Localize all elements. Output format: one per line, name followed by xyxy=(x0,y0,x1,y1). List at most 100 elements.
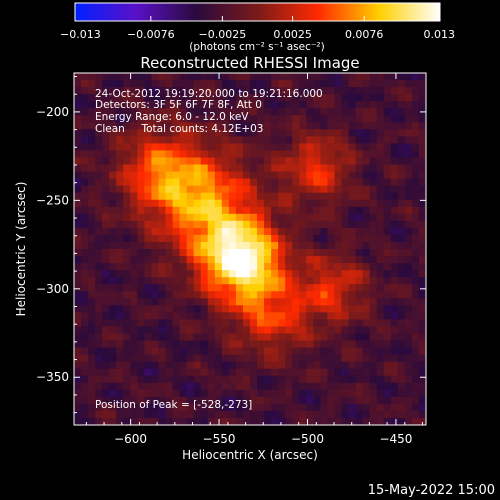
heatmap-cell xyxy=(383,136,392,144)
heatmap-cell xyxy=(383,94,392,102)
heatmap-cell xyxy=(390,319,399,328)
heatmap-cell xyxy=(271,122,279,130)
heatmap-cell xyxy=(411,199,420,208)
heatmap-cell xyxy=(376,263,385,271)
heatmap-cell xyxy=(214,347,223,356)
heatmap-cell xyxy=(214,199,223,208)
heatmap-cell xyxy=(418,256,426,264)
heatmap-cell xyxy=(292,213,300,222)
heatmap-cell xyxy=(285,199,293,208)
heatmap-cell xyxy=(320,185,329,194)
heatmap-cell xyxy=(397,213,406,222)
heatmap-cell xyxy=(102,368,110,377)
heatmap-cell xyxy=(313,249,321,257)
heatmap-cell xyxy=(278,417,286,425)
heatmap-cell xyxy=(186,347,195,356)
heatmap-cell xyxy=(228,101,237,109)
heatmap-cell xyxy=(123,263,131,271)
heatmap-cell xyxy=(341,249,350,257)
heatmap-cell xyxy=(123,220,131,229)
heatmap-cell xyxy=(165,171,174,180)
heatmap-cell xyxy=(186,136,195,144)
heatmap-cell xyxy=(327,164,336,173)
heatmap-cell xyxy=(341,340,350,349)
heatmap-cell xyxy=(250,87,258,95)
heatmap-cell xyxy=(327,270,336,278)
heatmap-cell xyxy=(221,305,230,313)
heatmap-cell xyxy=(95,340,103,349)
heatmap-cell xyxy=(278,361,286,370)
heatmap-cell xyxy=(320,410,329,419)
heatmap-cell xyxy=(235,108,244,116)
heatmap-cell xyxy=(221,87,230,95)
heatmap-cell xyxy=(418,417,426,425)
heatmap-cell xyxy=(235,284,244,292)
heatmap-cell xyxy=(81,213,89,222)
heatmap-cell xyxy=(235,80,244,88)
heatmap-cell xyxy=(130,241,138,250)
heatmap-cell xyxy=(264,326,272,335)
heatmap-cell xyxy=(341,263,350,271)
heatmap-cell xyxy=(130,312,138,320)
heatmap-cell xyxy=(285,241,293,250)
heatmap-cell xyxy=(193,87,202,95)
heatmap-cell xyxy=(278,347,286,356)
heatmap-cell xyxy=(95,94,103,102)
heatmap-cell xyxy=(186,368,195,377)
heatmap-cell xyxy=(109,80,117,88)
heatmap-cell xyxy=(242,354,251,363)
heatmap-cell xyxy=(109,157,117,166)
heatmap-cell xyxy=(109,361,117,370)
heatmap-cell xyxy=(193,136,202,144)
heatmap-cell xyxy=(418,291,426,299)
heatmap-cell xyxy=(221,94,230,102)
heatmap-cell xyxy=(214,368,223,377)
heatmap-cell xyxy=(285,277,293,285)
heatmap-cell xyxy=(81,87,89,95)
heatmap-cell xyxy=(306,73,314,81)
heatmap-cell xyxy=(137,178,145,187)
heatmap-cell xyxy=(235,185,244,194)
heatmap-cell xyxy=(179,368,188,377)
heatmap-cell xyxy=(151,326,160,335)
heatmap-cell xyxy=(362,333,371,342)
heatmap-cell xyxy=(151,403,160,412)
heatmap-cell xyxy=(383,220,392,229)
heatmap-cell xyxy=(172,185,181,194)
heatmap-cell xyxy=(88,87,96,95)
heatmap-cell xyxy=(207,178,216,187)
heatmap-cell xyxy=(285,150,293,159)
heatmap-cell xyxy=(369,129,378,137)
heatmap-cell xyxy=(130,375,138,384)
heatmap-cell xyxy=(116,164,124,173)
heatmap-cell xyxy=(411,94,420,102)
heatmap-cell xyxy=(313,417,321,425)
heatmap-cell xyxy=(334,305,343,313)
heatmap-cell xyxy=(165,249,174,257)
heatmap-cell xyxy=(158,298,167,306)
heatmap-cell xyxy=(362,298,371,306)
heatmap-cell xyxy=(411,87,420,95)
heatmap-cell xyxy=(418,157,426,166)
heatmap-cell xyxy=(102,108,110,116)
heatmap-cell xyxy=(207,256,216,264)
heatmap-cell xyxy=(327,199,336,208)
heatmap-cell xyxy=(299,291,307,299)
heatmap-cell xyxy=(172,115,181,123)
heatmap-cell xyxy=(116,80,124,88)
heatmap-cell xyxy=(313,241,321,250)
heatmap-cell xyxy=(193,291,202,299)
heatmap-cell xyxy=(88,136,96,144)
heatmap-cell xyxy=(299,298,307,306)
heatmap-cell xyxy=(102,143,110,152)
heatmap-cell xyxy=(214,375,223,384)
heatmap-cell xyxy=(186,263,195,271)
heatmap-cell xyxy=(278,403,286,412)
heatmap-cell xyxy=(95,227,103,236)
heatmap-cell xyxy=(369,199,378,208)
heatmap-cell xyxy=(292,263,300,271)
heatmap-cell xyxy=(313,382,321,391)
heatmap-cell xyxy=(130,136,138,144)
heatmap-cell xyxy=(320,241,329,250)
heatmap-cell xyxy=(257,164,265,173)
